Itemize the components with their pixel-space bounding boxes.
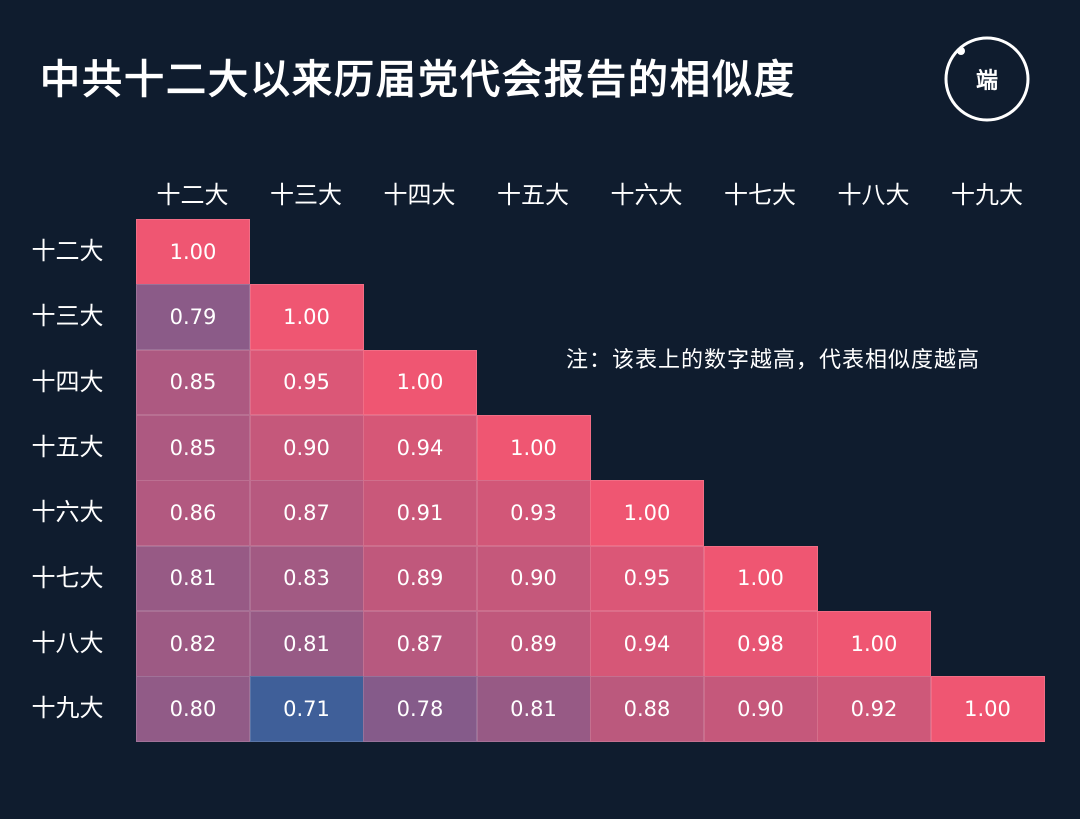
heatmap-cell: 0.92 bbox=[817, 676, 931, 742]
heatmap-cell: 0.94 bbox=[590, 610, 704, 677]
column-label: 十八大 bbox=[837, 181, 910, 209]
heatmap-cell: 0.81 bbox=[136, 545, 250, 612]
heatmap-cell: 0.91 bbox=[363, 480, 477, 546]
row-label: 十八大 bbox=[31, 628, 104, 657]
heatmap-cell: 0.86 bbox=[136, 480, 250, 546]
heatmap-cell: 0.78 bbox=[363, 676, 477, 742]
heatmap-cell: 1.00 bbox=[817, 610, 931, 677]
row-label: 十二大 bbox=[31, 237, 104, 265]
heatmap-cell: 0.87 bbox=[249, 480, 364, 546]
chart-title: 中共十二大以来历届党代会报告的相似度 bbox=[40, 57, 796, 103]
logo-text: 端 bbox=[976, 69, 998, 94]
column-label: 十四大 bbox=[383, 181, 456, 209]
column-label: 十六大 bbox=[610, 181, 683, 209]
heatmap-cell: 0.83 bbox=[249, 545, 364, 612]
heatmap-cell: 0.85 bbox=[136, 414, 250, 481]
heatmap-cell: 0.90 bbox=[703, 676, 818, 742]
heatmap-cell: 0.89 bbox=[363, 545, 477, 612]
column-label: 十九大 bbox=[951, 181, 1023, 209]
logo-icon: 端 bbox=[944, 36, 1030, 122]
column-label: 十七大 bbox=[724, 181, 796, 209]
row-label: 十三大 bbox=[31, 302, 104, 331]
heatmap-cell: 1.00 bbox=[703, 545, 818, 612]
heatmap-cell: 0.98 bbox=[703, 610, 818, 677]
heatmap-cell: 0.95 bbox=[590, 545, 704, 612]
row-label: 十九大 bbox=[31, 694, 104, 723]
heatmap-cell: 1.00 bbox=[476, 414, 591, 481]
heatmap-cell: 0.71 bbox=[249, 676, 364, 742]
heatmap-cell: 1.00 bbox=[249, 284, 364, 351]
heatmap-cell: 0.93 bbox=[476, 480, 591, 546]
heatmap-cell: 0.81 bbox=[249, 610, 364, 677]
heatmap-cell: 0.87 bbox=[363, 610, 477, 677]
heatmap-cell: 0.82 bbox=[136, 610, 250, 677]
heatmap-cell: 1.00 bbox=[930, 676, 1045, 742]
heatmap-cell: 0.90 bbox=[476, 545, 591, 612]
heatmap-cell: 0.95 bbox=[249, 349, 364, 416]
heatmap-cell: 1.00 bbox=[590, 480, 704, 546]
heatmap-cell: 0.81 bbox=[476, 676, 591, 742]
column-label: 十五大 bbox=[497, 181, 569, 209]
row-label: 十四大 bbox=[31, 367, 104, 396]
column-label: 十三大 bbox=[270, 181, 342, 209]
heatmap-cell: 1.00 bbox=[363, 349, 477, 416]
heatmap-cell: 0.89 bbox=[476, 610, 591, 677]
heatmap-cell: 0.94 bbox=[363, 414, 477, 481]
heatmap-cell: 0.90 bbox=[249, 414, 364, 481]
heatmap-cell: 0.85 bbox=[136, 349, 250, 416]
row-label: 十七大 bbox=[31, 563, 104, 592]
heatmap-cell: 0.80 bbox=[136, 676, 250, 742]
column-label: 十二大 bbox=[156, 181, 229, 209]
heatmap-cell: 0.79 bbox=[136, 284, 250, 351]
heatmap-cell: 0.88 bbox=[590, 676, 704, 742]
heatmap-cell: 1.00 bbox=[136, 219, 250, 285]
row-label: 十五大 bbox=[31, 432, 104, 461]
chart-note: 注：该表上的数字越高，代表相似度越高 bbox=[566, 348, 981, 373]
row-label: 十六大 bbox=[31, 498, 104, 527]
